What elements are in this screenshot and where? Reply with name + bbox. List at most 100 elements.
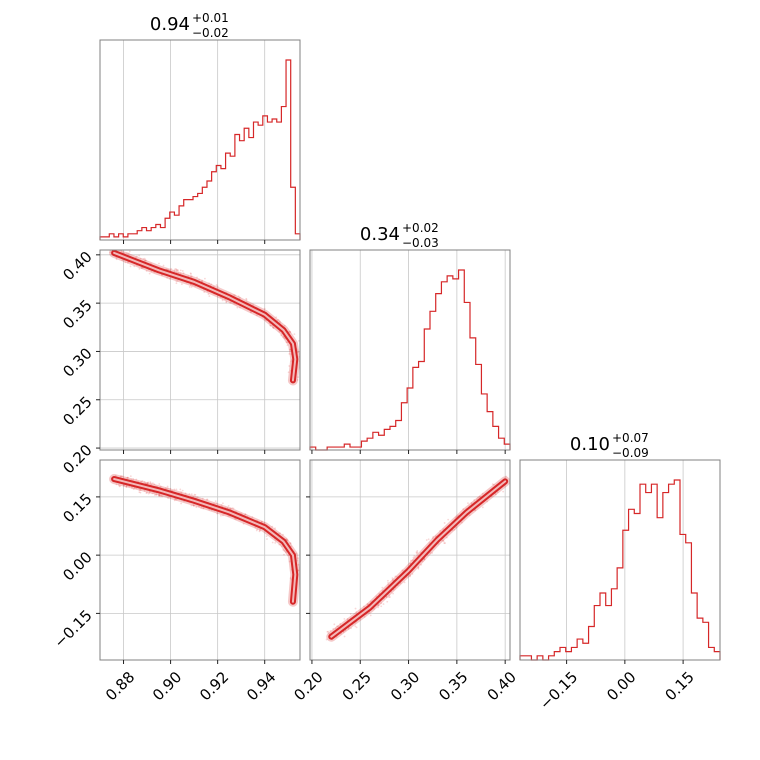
x-tick-label: 0.40 [484,668,520,704]
panel-frame [99,459,301,661]
scatter-point [350,627,352,630]
scatter-point [158,494,161,497]
scatter-point [263,522,266,524]
scatter-point [123,484,125,487]
panel-title-1: 0.34 +0.02−0.03 [360,221,439,250]
scatter-point [339,623,342,625]
scatter-point [481,492,484,495]
scatter-point [298,339,300,342]
scatter-point [148,491,151,494]
hist-panel-2 [519,459,721,664]
scatter-point [237,295,240,298]
scatter-point [413,555,416,557]
scatter-point [144,259,147,261]
scatter-point [145,259,147,262]
scatter-point [421,560,424,563]
scatter-point [139,489,142,492]
scatter-point [476,498,478,501]
scatter-point [391,578,394,581]
scatter-point [453,528,456,531]
scatter-point [175,488,178,491]
scatter-point [166,277,169,279]
scatter-point [271,541,274,544]
scatter-point [271,525,274,528]
scatter-point [415,551,418,554]
scatter-point [289,348,292,351]
scatter-point [255,314,258,316]
hist-panel-1 [309,249,511,454]
scatter-point [222,514,224,517]
axis-tick-labels: 0.88 0.90 0.92 0.94 0.20 0.25 0.30 0.35 0.40 −0.1… [50,248,697,713]
scatter-point [296,559,299,562]
scatter-point [381,586,384,589]
scatter-point [180,502,182,505]
x-tick-label: 0.90 [149,668,185,704]
x-tick-label: 0.30 [387,668,423,704]
scatter-point [470,502,473,504]
scatter-point [120,475,123,477]
scatter-point [177,269,179,272]
scatter-point [254,526,257,529]
title-plus: +0.02 [402,221,439,235]
panel-frame [99,39,301,241]
scatter-point [227,515,230,517]
scatter-point [382,603,385,605]
scatter-point [346,617,349,620]
x-tick-label: 0.35 [435,668,471,704]
scatter-point [285,551,287,554]
scatter-point [285,538,288,541]
scatter-point [473,499,476,501]
scatter-points [325,475,510,642]
scatter-point [236,306,239,309]
scatter-point [201,279,204,282]
scatter-point [193,504,195,507]
y-tick-label: 0.25 [59,393,95,429]
scatter-point [297,569,300,572]
scatter-point [233,517,236,520]
scatter-point [147,492,150,495]
scatter-point [297,351,300,354]
scatter-point [109,251,112,254]
title-minus: −0.09 [612,446,649,460]
y-tick-label: 0.35 [59,296,95,332]
scatter-point [274,527,276,530]
panel-title-0: 0.94 +0.01−0.02 [150,11,229,40]
scatter-point [442,539,445,542]
scatter-point [155,494,158,496]
scatter-point [179,488,182,491]
scatter-point [126,261,129,264]
scatter-point [233,294,235,296]
scatter-point [173,488,176,491]
scatter-point [369,600,372,603]
scatter-point [189,275,192,278]
scatter-point [129,475,132,478]
scatter-point [115,248,117,250]
scatter-point [153,494,156,496]
scatter-point [355,626,358,629]
scatter-point [201,497,204,500]
scatter-point [224,298,227,301]
scatter-point [176,269,179,272]
scatter-point [133,487,136,489]
scatter-point [347,627,350,630]
scatter-point [179,269,182,272]
panel-frame [309,459,511,661]
scatter-point [204,277,206,280]
scatter-point [188,286,191,288]
scatter-point [157,493,160,496]
scatter-point [441,539,443,542]
scatter-point [141,267,143,269]
scatter-point [280,334,283,337]
scatter-point [145,492,148,494]
scatter-point [158,494,160,497]
scatter-point [215,284,218,286]
scatter-point [343,635,346,638]
scatter-point [141,479,144,482]
scatter-point [443,542,446,545]
x-tick-label: 0.25 [339,668,375,704]
scatter-point [208,295,211,298]
x-tick-label: −0.15 [536,668,581,713]
scatter-points [109,474,300,607]
scatter-point [226,507,229,509]
scatter-point [467,502,469,505]
